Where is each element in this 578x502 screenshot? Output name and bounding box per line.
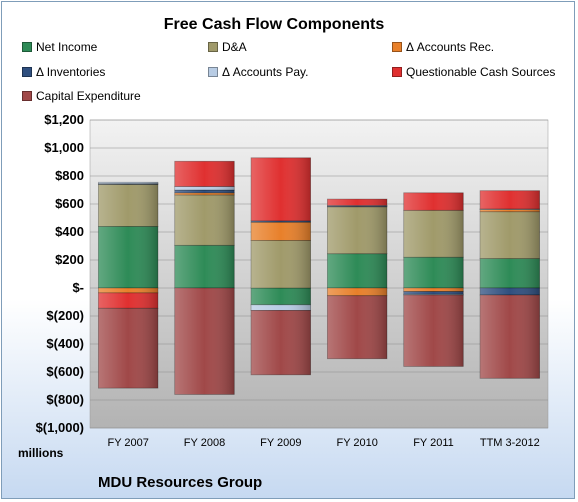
bar-shading [327, 288, 387, 296]
legend-swatch [22, 42, 32, 52]
x-tick-label: FY 2009 [260, 437, 301, 449]
legend-item-questionable-cash: Questionable Cash Sources [392, 65, 555, 79]
bar-shading [174, 288, 235, 395]
bar-shading [480, 295, 540, 379]
bar-shading [251, 157, 311, 221]
bar-shading [480, 208, 540, 210]
bar-shading [98, 226, 158, 288]
legend-label: Δ Accounts Rec. [406, 40, 495, 54]
bar-shading [251, 240, 311, 288]
x-tick-label: TTM 3-2012 [480, 437, 540, 449]
legend-item-accounts-pay: Δ Accounts Pay. [208, 65, 309, 79]
legend-swatch [22, 91, 32, 101]
x-tick-label: FY 2010 [336, 437, 377, 449]
legend-label: Capital Expenditure [36, 89, 141, 103]
y-tick-label: $(800) [46, 392, 84, 407]
y-tick-label: $1,000 [44, 140, 84, 155]
units-label: millions [18, 446, 64, 460]
bar-shading [327, 295, 387, 359]
bar-shading [174, 161, 235, 187]
legend-swatch [392, 42, 402, 52]
bar-shading [98, 288, 158, 293]
bar-shading [403, 295, 464, 367]
plot-background [89, 119, 549, 429]
legend-label: Net Income [36, 40, 98, 54]
legend-label: Δ Accounts Pay. [222, 65, 309, 79]
bar-shading [98, 182, 158, 184]
y-tick-label: $600 [55, 196, 84, 211]
bar-shading [98, 183, 158, 185]
bar-shading [403, 288, 464, 292]
legend-label: D&A [222, 40, 247, 54]
chart-plot: $(1,000) $(800) $(600) $(400) $(200) $- $200 $4… [36, 112, 549, 449]
bar-shading [174, 186, 235, 190]
legend-label: Δ Inventories [36, 65, 106, 79]
legend-item-accounts-rec: Δ Accounts Rec. [392, 40, 494, 54]
legend-item-d-and-a: D&A [208, 40, 247, 54]
bar-shading [403, 291, 464, 295]
bar-shading [327, 205, 387, 207]
bar-shading [403, 257, 464, 288]
bar-shading [480, 211, 540, 259]
x-tick-label: FY 2011 [413, 437, 454, 449]
bar-shading [251, 288, 311, 305]
bar-shading [480, 288, 540, 295]
y-tick-label: $(200) [46, 308, 84, 323]
bar-shading [327, 206, 387, 207]
chart-title: Free Cash Flow Components [163, 16, 385, 33]
bar-shading [174, 194, 235, 246]
bar-shading [327, 206, 387, 254]
legend-item-capital-expenditure: Capital Expenditure [22, 89, 141, 103]
bar-shading [251, 220, 311, 223]
y-tick-label: $400 [55, 224, 84, 239]
bar-shading [174, 245, 235, 288]
bar-shading [174, 192, 235, 195]
bar-shading [480, 258, 540, 288]
bar-shading [174, 190, 235, 193]
legend-swatch [22, 67, 32, 77]
bar-shading [251, 304, 311, 311]
y-tick-label: $1,200 [44, 112, 84, 127]
legend-swatch [392, 67, 402, 77]
y-tick-label: $(600) [46, 364, 84, 379]
y-tick-label: $800 [55, 168, 84, 183]
bar-shading [403, 192, 464, 211]
bar-shading [327, 253, 387, 288]
y-tick-label: $200 [55, 252, 84, 267]
bar-shading [98, 292, 158, 309]
legend-swatch [208, 42, 218, 52]
bar-shading [251, 222, 311, 241]
bar-shading [403, 294, 464, 295]
y-tick-label: $(400) [46, 336, 84, 351]
company-name: MDU Resources Group [98, 474, 263, 491]
y-tick-label: $(1,000) [36, 420, 84, 435]
bar-shading [98, 308, 158, 389]
y-tick-label: $- [72, 280, 84, 295]
bar-shading [403, 210, 464, 258]
legend-swatch [208, 67, 218, 77]
bar-shading [480, 209, 540, 212]
bar-shading [98, 184, 158, 227]
bar-shading [251, 310, 311, 375]
bar-shading [327, 199, 387, 206]
legend-label: Questionable Cash Sources [406, 65, 556, 79]
legend-item-net-income: Net Income [22, 40, 97, 54]
x-tick-label: FY 2007 [107, 437, 148, 449]
x-tick-label: FY 2008 [184, 437, 225, 449]
bar-shading [480, 190, 540, 209]
legend-item-inventories: Δ Inventories [22, 65, 105, 79]
